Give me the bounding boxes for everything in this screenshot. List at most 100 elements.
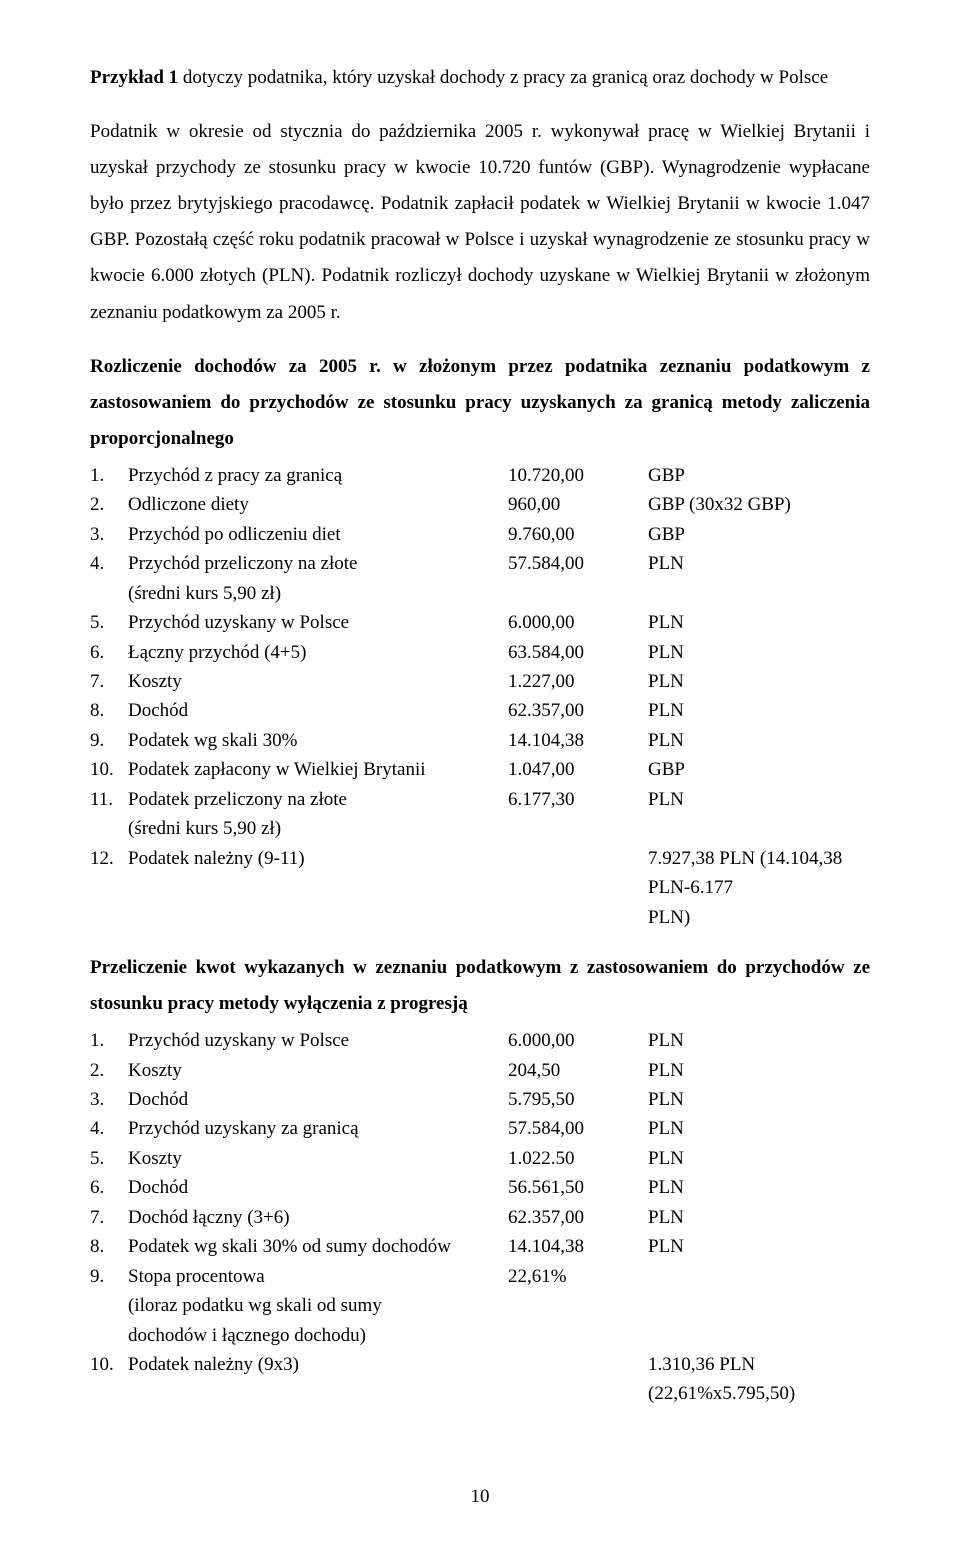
list-item-value: 6.177,30	[508, 785, 648, 814]
list-item-number: 5.	[90, 1144, 128, 1173]
list-item-subnote: (iloraz podatku wg skali od sumy	[90, 1291, 870, 1320]
list-item-label: Przychód z pracy za granicą	[128, 461, 508, 490]
list-item-label: Dochód łączny (3+6)	[128, 1203, 508, 1232]
list-item-label: Łączny przychód (4+5)	[128, 638, 508, 667]
list-item-label: Podatek należny (9x3)	[128, 1350, 508, 1409]
list-item-unit: 1.310,36 PLN (22,61%x5.795,50)	[648, 1350, 870, 1409]
list-item-number: 1.	[90, 1026, 128, 1055]
list-item-unit: PLN	[648, 638, 870, 667]
list-item-number: 5.	[90, 608, 128, 637]
document-page: Przykład 1 dotyczy podatnika, który uzys…	[0, 0, 960, 1555]
list-item-value	[508, 1350, 648, 1409]
list-item-unit: PLN	[648, 1173, 870, 1202]
list-item: 9.Stopa procentowa22,61%	[90, 1262, 870, 1291]
list-item: 2.Odliczone diety960,00GBP (30x32 GBP)	[90, 490, 870, 519]
list-item: 3.Dochód5.795,50PLN	[90, 1085, 870, 1114]
list-item-value: 14.104,38	[508, 1232, 648, 1261]
list-item-value: 62.357,00	[508, 1203, 648, 1232]
list-item-value: 56.561,50	[508, 1173, 648, 1202]
list-item-number: 9.	[90, 1262, 128, 1291]
list-item: 2.Koszty204,50PLN	[90, 1056, 870, 1085]
list-item-label: Dochód	[128, 1085, 508, 1114]
list-item: 11.Podatek przeliczony na złote6.177,30P…	[90, 785, 870, 814]
list-item: 12.Podatek należny (9-11) 7.927,38 PLN (1…	[90, 844, 870, 903]
list-item-unit: PLN	[648, 608, 870, 637]
list-item-label: Dochód	[128, 1173, 508, 1202]
list-item-number: 2.	[90, 490, 128, 519]
list-item-label: Przychód uzyskany za granicą	[128, 1114, 508, 1143]
list-item-label: Koszty	[128, 1056, 508, 1085]
list-item-unit: GBP	[648, 520, 870, 549]
list-item-unit: PLN	[648, 1085, 870, 1114]
list-item: 7.Dochód łączny (3+6)62.357,00PLN	[90, 1203, 870, 1232]
list-item-value: 14.104,38	[508, 726, 648, 755]
list-item-number: 4.	[90, 1114, 128, 1143]
list-item-label: Podatek wg skali 30%	[128, 726, 508, 755]
list-item-label: Podatek należny (9-11)	[128, 844, 508, 903]
list-item-label: Podatek przeliczony na złote	[128, 785, 508, 814]
example-desc: dotyczy podatnika, który uzyskał dochody…	[178, 67, 828, 88]
list-item-number: 8.	[90, 1232, 128, 1261]
list-item-number: 10.	[90, 1350, 128, 1409]
list-item-unit: PLN	[648, 1056, 870, 1085]
list-item: 9.Podatek wg skali 30%14.104,38PLN	[90, 726, 870, 755]
list-item-number: 11.	[90, 785, 128, 814]
section-heading-2: Przeliczenie kwot wykazanych w zeznaniu …	[90, 950, 870, 1022]
list-item-unit: PLN	[648, 1114, 870, 1143]
list-item-number: 10.	[90, 755, 128, 784]
calculation-list-2: 1.Przychód uzyskany w Polsce6.000,00PLN2…	[90, 1026, 870, 1409]
list-item-value: 10.720,00	[508, 461, 648, 490]
list-item-subnote: (średni kurs 5,90 zł)	[90, 579, 870, 608]
list-item-unit: PLN	[648, 1203, 870, 1232]
list-item: 4.Przychód uzyskany za granicą57.584,00P…	[90, 1114, 870, 1143]
list-item-value: 9.760,00	[508, 520, 648, 549]
list-item: 6.Łączny przychód (4+5)63.584,00PLN	[90, 638, 870, 667]
list-item-unit: PLN	[648, 696, 870, 725]
list-item-label: Odliczone diety	[128, 490, 508, 519]
list-item: 10.Podatek należny (9x3) 1.310,36 PLN (22…	[90, 1350, 870, 1409]
list-item-subnote: dochodów i łącznego dochodu)	[90, 1321, 870, 1350]
list-item-unit: PLN	[648, 785, 870, 814]
list-item-unit: PLN	[648, 1144, 870, 1173]
list-item-unit: PLN	[648, 549, 870, 578]
list-item-number: 1.	[90, 461, 128, 490]
list-item-number: 7.	[90, 1203, 128, 1232]
list-item-unit: PLN	[648, 1026, 870, 1055]
list-item-value: 960,00	[508, 490, 648, 519]
list-item-value: 57.584,00	[508, 1114, 648, 1143]
list-item: 10.Podatek zapłacony w Wielkiej Brytanii…	[90, 755, 870, 784]
list-item-value: 63.584,00	[508, 638, 648, 667]
list-item: 3.Przychód po odliczeniu diet9.760,00GBP	[90, 520, 870, 549]
list-item: 7.Koszty1.227,00PLN	[90, 667, 870, 696]
list-item-value: 6.000,00	[508, 1026, 648, 1055]
list-item-unit: 7.927,38 PLN (14.104,38 PLN-6.177	[648, 844, 870, 903]
list-item-label: Koszty	[128, 1144, 508, 1173]
list-item-value: 1.047,00	[508, 755, 648, 784]
list-item-continuation: PLN)	[90, 903, 870, 932]
list-item: 1.Przychód z pracy za granicą10.720,00GB…	[90, 461, 870, 490]
list-item-unit: PLN	[648, 1232, 870, 1261]
list-item-label: Przychód uzyskany w Polsce	[128, 1026, 508, 1055]
list-item-unit: PLN	[648, 726, 870, 755]
list-item-value: 1.022.50	[508, 1144, 648, 1173]
list-item-unit: PLN	[648, 667, 870, 696]
list-item-label: Dochód	[128, 696, 508, 725]
list-item-unit: GBP	[648, 755, 870, 784]
list-item-number: 12.	[90, 844, 128, 903]
list-item-label: Podatek zapłacony w Wielkiej Brytanii	[128, 755, 508, 784]
calculation-list-1: 1.Przychód z pracy za granicą10.720,00 GB…	[90, 461, 870, 932]
list-item: 8.Dochód62.357,00PLN	[90, 696, 870, 725]
section-heading-1: Rozliczenie dochodów za 2005 r. w złożon…	[90, 349, 870, 457]
list-item-number: 7.	[90, 667, 128, 696]
list-item-label: Podatek wg skali 30% od sumy dochodów	[128, 1232, 508, 1261]
list-item-value: 5.795,50	[508, 1085, 648, 1114]
list-item-unit	[648, 1262, 870, 1291]
list-item-label: Przychód przeliczony na złote	[128, 549, 508, 578]
list-item-value: 62.357,00	[508, 696, 648, 725]
list-item-value	[508, 844, 648, 903]
list-item: 1.Przychód uzyskany w Polsce6.000,00PLN	[90, 1026, 870, 1055]
example-label: Przykład 1	[90, 67, 178, 88]
list-item-number: 9.	[90, 726, 128, 755]
list-item-label: Stopa procentowa	[128, 1262, 508, 1291]
page-number: 10	[90, 1479, 870, 1515]
